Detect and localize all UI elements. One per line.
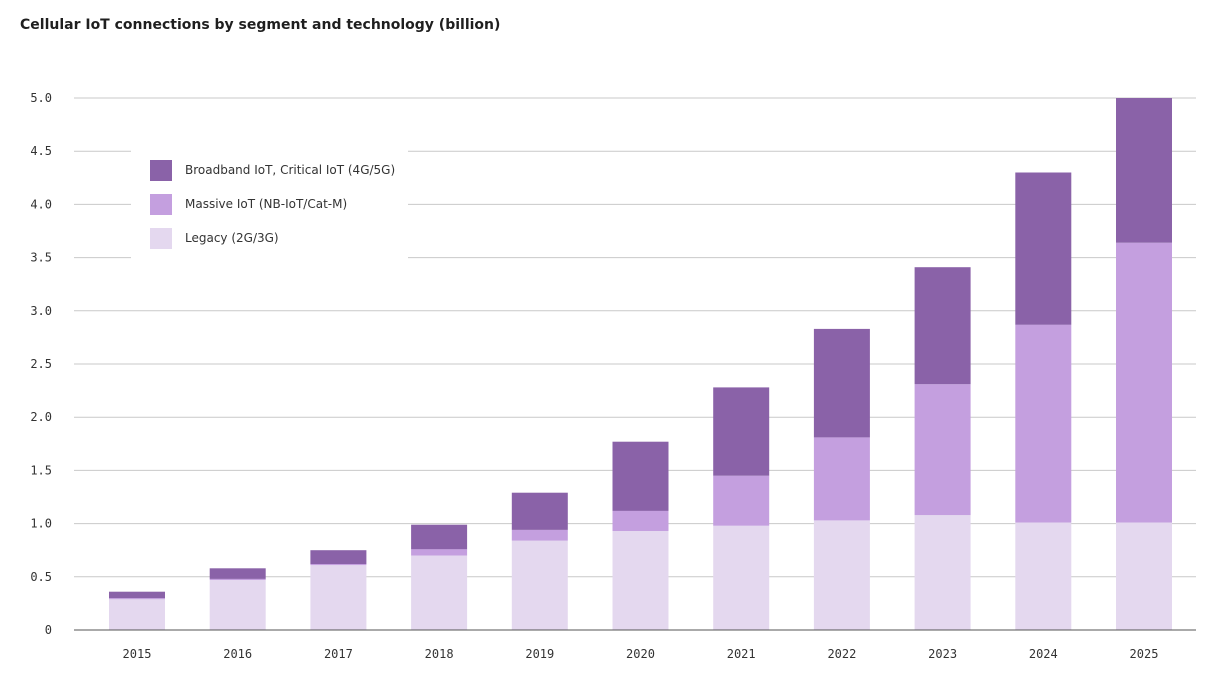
bar-segment <box>914 267 971 385</box>
bar-segment <box>713 525 770 630</box>
bar-segment <box>612 510 669 531</box>
x-tick-label: 2017 <box>324 647 353 661</box>
legend-background <box>131 146 408 262</box>
bar-segment <box>813 520 870 630</box>
legend: Broadband IoT, Critical IoT (4G/5G) Massi… <box>131 146 408 262</box>
bar-segment <box>612 441 669 511</box>
legend-label: Legacy (2G/3G) <box>185 231 279 245</box>
bar-segment <box>813 328 870 438</box>
legend-swatch <box>150 160 172 181</box>
y-tick-label: 1.5 <box>30 463 52 477</box>
bar-segment <box>914 515 971 630</box>
bar-segment <box>511 530 568 541</box>
bar-segment <box>209 578 266 580</box>
x-tick-label: 2022 <box>827 647 856 661</box>
x-tick-label: 2018 <box>425 647 454 661</box>
bar-segment <box>813 437 870 521</box>
legend-swatch <box>150 228 172 249</box>
x-axis: 2015 2016 2017 2018 2019 2020 2021 2022 2023 2024… <box>74 629 1196 661</box>
x-tick-label: 2015 <box>123 647 152 661</box>
x-tick-label: 2025 <box>1130 647 1159 661</box>
bar-segment <box>411 555 468 630</box>
bar-segment <box>109 598 165 600</box>
bar-segment <box>1116 242 1172 523</box>
bar-segment <box>310 565 367 630</box>
y-axis: 0 0.5 1.0 1.5 2.0 2.5 3.0 3.5 4.0 4.5 5.0 <box>30 91 52 637</box>
y-tick-label: 4.0 <box>30 197 52 211</box>
x-tick-label: 2019 <box>525 647 554 661</box>
bar-segment <box>511 492 568 530</box>
bar-segment <box>511 540 568 630</box>
bar-segment <box>411 524 468 550</box>
y-tick-label: 3.0 <box>30 304 52 318</box>
x-tick-label: 2024 <box>1029 647 1058 661</box>
y-tick-label: 3.5 <box>30 251 52 265</box>
bar-segment <box>411 549 468 556</box>
bar-segment <box>713 475 770 526</box>
bar-segment <box>713 387 770 476</box>
y-tick-label: 4.5 <box>30 144 52 158</box>
bar-segment <box>914 384 971 516</box>
y-tick-label: 5.0 <box>30 91 52 105</box>
x-tick-label: 2021 <box>727 647 756 661</box>
x-tick-label: 2020 <box>626 647 655 661</box>
bar-segment <box>209 580 266 630</box>
x-tick-label: 2016 <box>223 647 252 661</box>
bar-segment <box>209 568 266 579</box>
bar-segment <box>310 550 367 564</box>
legend-label: Broadband IoT, Critical IoT (4G/5G) <box>185 163 395 177</box>
y-tick-label: 2.5 <box>30 357 52 371</box>
bars <box>109 98 1172 630</box>
bar-segment <box>109 591 165 599</box>
bar-segment <box>109 599 165 630</box>
y-tick-label: 1.0 <box>30 517 52 531</box>
bar-segment <box>1015 172 1072 325</box>
x-tick-label: 2023 <box>928 647 957 661</box>
y-tick-label: 2.0 <box>30 410 52 424</box>
chart-title: Cellular IoT connections by segment and … <box>20 17 501 33</box>
bar-segment <box>1015 522 1072 630</box>
bar-segment <box>1015 324 1072 523</box>
bar-segment <box>1116 522 1172 630</box>
y-tick-label: 0 <box>45 623 52 637</box>
bar-segment <box>612 531 669 630</box>
legend-label: Massive IoT (NB-IoT/Cat-M) <box>185 197 347 211</box>
y-tick-label: 0.5 <box>30 570 52 584</box>
bar-segment <box>1116 98 1172 243</box>
bar-segment <box>310 564 367 566</box>
legend-swatch <box>150 194 172 215</box>
